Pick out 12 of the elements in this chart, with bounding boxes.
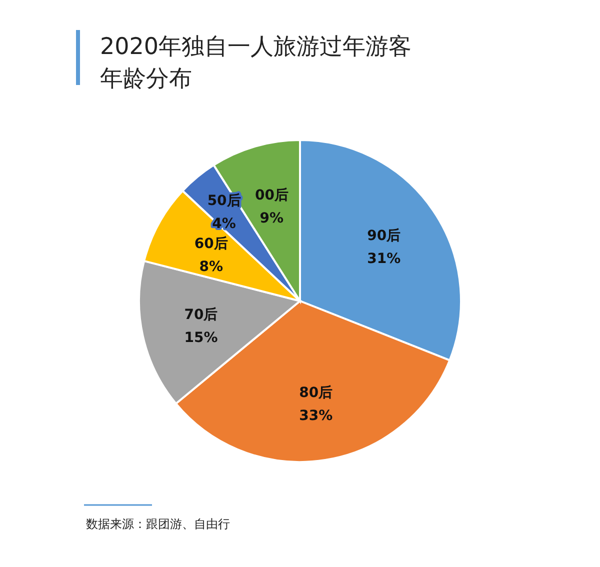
slice-label: 00后 xyxy=(254,186,288,204)
data-label: 9% xyxy=(260,210,284,227)
data-label: 33% xyxy=(299,408,333,424)
slice-label: 90后 xyxy=(367,226,401,244)
slice-label: 60后 xyxy=(194,235,228,252)
source-note: 数据来源：跟团游、自由行 xyxy=(86,517,230,531)
slice-label: 70后 xyxy=(184,306,218,324)
slice-label: 80后 xyxy=(299,384,333,402)
data-label: 31% xyxy=(367,250,401,267)
chart-title: 2020年独自一人旅游过年游客年龄分布 xyxy=(100,34,412,92)
data-label: 15% xyxy=(184,330,218,346)
data-label: 8% xyxy=(199,259,224,276)
